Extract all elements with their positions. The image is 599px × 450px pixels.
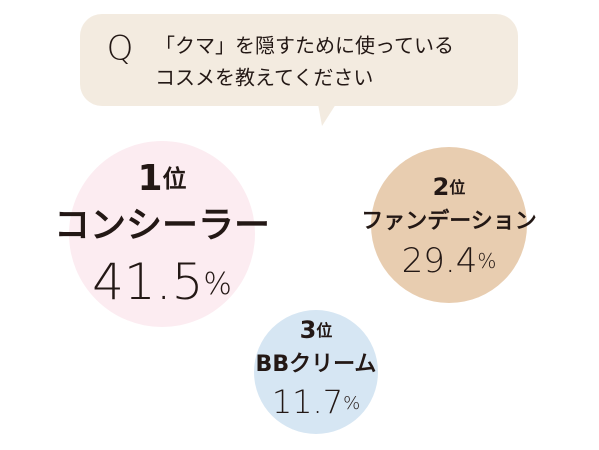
question-bubble: Q 「クマ」を隠すために使っている コスメを教えてください: [80, 14, 518, 126]
question-line: 「クマ」を隠すために使っている: [155, 34, 454, 58]
rank-unit: 位: [163, 165, 187, 193]
question-line: コスメを教えてください: [155, 66, 373, 90]
bubble: [80, 14, 518, 106]
percent-value: 11.7: [272, 383, 343, 421]
rank-circle: [254, 310, 378, 434]
percent-value: 29.4: [402, 241, 478, 281]
rank-percent: 29.4%: [402, 241, 497, 281]
rank-name: ファンデーション: [361, 208, 537, 234]
rank-label: 3位: [300, 316, 333, 344]
rank-percent: 41.5%: [92, 253, 232, 311]
rank-circle: [69, 141, 255, 327]
rank-name: コンシーラー: [54, 205, 270, 246]
q-mark: Q: [107, 29, 134, 69]
rank-circle: [371, 147, 527, 303]
rank-number: 3: [300, 316, 317, 344]
percent-value: 41.5: [92, 253, 203, 311]
rank-unit: 位: [449, 178, 465, 197]
rank-number: 1: [137, 158, 162, 199]
percent-unit: %: [343, 393, 360, 414]
rank-label: 1位: [137, 158, 186, 199]
rank-unit: 位: [316, 321, 332, 340]
percent-unit: %: [477, 249, 496, 273]
rank-label: 2位: [433, 173, 466, 201]
bubble-tail: [318, 104, 336, 126]
percent-unit: %: [203, 267, 232, 302]
rank-item: 3位 BBクリーム 11.7%: [254, 310, 378, 434]
rank-name: BBクリーム: [256, 352, 377, 377]
rank-percent: 11.7%: [272, 383, 360, 421]
rank-number: 2: [433, 173, 450, 201]
